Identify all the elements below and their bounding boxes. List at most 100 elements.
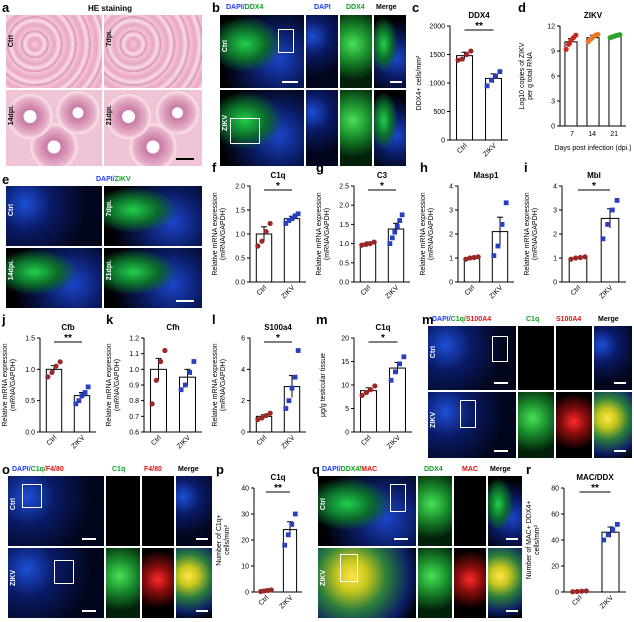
point-i-1-2: [609, 207, 615, 213]
o-label-zikv: ZIKV: [10, 570, 17, 586]
x-tick-label-h-1: ZIKV: [488, 284, 504, 300]
q-label-ctrl: Ctrl: [320, 498, 327, 511]
n-zikv-s100a4: [556, 392, 592, 458]
q-header: DAPI/DDX4/MAC: [322, 466, 377, 473]
sig-label-r: **: [591, 483, 599, 494]
point-g-0-1: [363, 241, 369, 247]
a-title: HE staining: [88, 4, 133, 13]
b-header-main: DAPI/DDX4: [226, 4, 263, 11]
point-j-1-3: [82, 390, 88, 395]
bar-m-1: [389, 367, 406, 433]
point-g-0-3: [371, 239, 377, 245]
point-m-0-0: [359, 392, 365, 398]
n-zikv-inset-box: [460, 400, 476, 428]
sig-label-f: *: [276, 181, 280, 192]
y-tick-label-f: 0.5: [235, 256, 245, 263]
y-tick-label-p: 40: [241, 486, 249, 493]
panel-letter-n: m: [422, 312, 434, 327]
y-tick-label-j: 0.0: [25, 430, 35, 437]
chart-d: d ZIKV 0 3 6 9 12 Log10 copies of ZIKVper g tot…: [518, 0, 632, 152]
y-tick-label-p: 20: [241, 538, 249, 545]
y-tick-label-m: 5: [345, 406, 349, 413]
e-header-zikv: ZIKV: [114, 176, 131, 183]
y-tick-label-g: 1.5: [339, 222, 349, 229]
b-label-ctrl: Ctrl: [222, 40, 229, 53]
point-c-0-2: [464, 51, 470, 58]
y-tick-label-g: 1.0: [339, 241, 349, 248]
y-tick-label-l: 0: [241, 430, 245, 437]
sig-label-j: **: [64, 333, 72, 344]
point-g-0-2: [367, 241, 373, 247]
o-zikv-merge-scale: [196, 610, 208, 612]
o-ctrl-merge-scale: [196, 538, 208, 540]
x-tick-label-f-0: Ctrl: [256, 284, 269, 297]
b-ctrl-ddx4: [340, 15, 372, 88]
point-f-0-3: [267, 220, 273, 227]
point-d-0-0: [563, 46, 569, 52]
q-zikv-mac: [454, 548, 486, 618]
n-ctrl-s100a4: [556, 326, 592, 390]
chart-h: h Masp1 0 1 2 3 4 Relative mRNA expression(mRNA…: [420, 160, 514, 300]
point-f-0-2: [263, 229, 269, 235]
n-ctrl-inset-box: [492, 336, 508, 362]
point-d-0-1: [565, 41, 572, 47]
point-l-1-4: [295, 348, 301, 353]
b-ctrl-dapi: [306, 15, 338, 88]
point-k-0-2: [158, 358, 164, 365]
point-g-1-4: [397, 218, 403, 223]
chart-c: c DDX4 0 500 1000 1500 2000 DDX4+ cells/mm² Ctrl…: [412, 0, 508, 158]
q-zikv-merge: [488, 548, 522, 618]
o-zikv-f480: [142, 548, 174, 618]
o-header-dapi: DAPI/: [12, 466, 31, 473]
x-tick-label-m-1: ZIKV: [386, 434, 402, 450]
x-tick-label-d-0: 7: [570, 131, 574, 138]
e-14dpi-image: 14dpi.: [6, 248, 102, 308]
b-ctrl-merge: [374, 15, 406, 88]
point-j-1-1: [76, 398, 82, 404]
sig-label-p: **: [274, 483, 282, 494]
y-tick-label-g: 2.5: [339, 184, 349, 191]
o-col-merge: Merge: [178, 466, 199, 473]
point-f-1-0: [283, 221, 289, 226]
b-zikv-overview: ZIKV: [220, 90, 304, 166]
b-ctrl-inset-box: [278, 29, 294, 53]
o-label-ctrl: Ctrl: [10, 498, 17, 511]
chart-l: l S100a4 0 2 4 6 Relative mRNA expression(mRNA…: [212, 312, 306, 450]
y-tick-label-m: 15: [341, 359, 349, 366]
y-tick-label-h: 4: [449, 184, 453, 191]
point-k-0-1: [153, 377, 159, 383]
y-tick-label-p: 0: [245, 590, 249, 597]
q-ctrl-scale-bar: [394, 538, 408, 540]
y-label-h: Relative mRNA expression(mRNA/GAPDH): [420, 192, 435, 275]
y-tick-label-m: 10: [341, 383, 349, 390]
y-tick-label-k: 1.2: [129, 336, 139, 343]
e-header-dapi: DAPI/: [96, 176, 115, 183]
n-ctrl-overview: Ctrl: [428, 326, 516, 390]
chart-title-j: Cfb: [61, 323, 74, 332]
x-tick-label-c-0: Ctrl: [456, 142, 469, 155]
point-f-0-1: [259, 238, 265, 244]
point-m-1-2: [397, 361, 403, 367]
point-i-0-3: [582, 254, 588, 260]
x-tick-label-h-0: Ctrl: [464, 284, 477, 297]
point-h-0-0: [463, 256, 469, 262]
x-tick-label-m-0: Ctrl: [360, 434, 373, 447]
panel-o: o DAPI/C1q/F4/80 C1q F4/80 Merge Ctrl ZI…: [0, 462, 214, 622]
o-ctrl-c1q: [106, 476, 140, 546]
x-tick-label-k-1: ZIKV: [176, 434, 192, 450]
point-h-1-2: [499, 222, 505, 227]
point-c-1-3: [497, 69, 503, 74]
he-7dpi-image: 7dpi.: [104, 15, 202, 88]
y-tick-label-i: 0: [553, 280, 557, 287]
x-tick-label-d-2: 21: [610, 131, 618, 138]
point-h-1-1: [495, 243, 501, 249]
q-ctrl-merge-scale: [506, 538, 518, 540]
e-label-7dpi: 7dpi.: [106, 200, 113, 217]
y-tick-label-i: 1: [553, 256, 557, 263]
bar-d-1: [586, 37, 600, 127]
point-d-0-4: [573, 32, 579, 38]
y-tick-label-d: 0: [551, 124, 555, 131]
x-tick-label-l-1: ZIKV: [280, 434, 296, 450]
n-ctrl-scale-bar: [494, 382, 508, 384]
point-h-1-3: [503, 200, 509, 206]
